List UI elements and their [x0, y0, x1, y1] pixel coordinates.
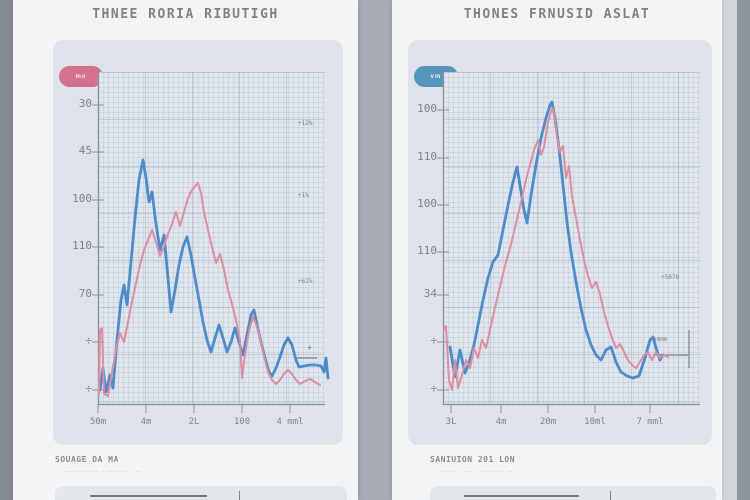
chart-annotation: +1%: [298, 192, 309, 199]
plot-area-right: [437, 72, 700, 413]
slider-panel-left: [55, 486, 347, 500]
x-axis-label: 20m: [539, 417, 557, 427]
y-axis-label: ÷: [85, 382, 92, 395]
x-axis-label: 7 mml: [636, 417, 664, 427]
right-edge-strip-dark: [737, 0, 750, 500]
panel-left-title: THNEE RORIA RIBUTIGH: [92, 7, 279, 22]
blue-line: [98, 158, 330, 394]
chart-annotation: +5078: [661, 274, 680, 281]
y-axis-label: ÷: [85, 334, 92, 347]
chart-card-right: vm 100 110 100 110 34 ÷ ÷ 3L 4m 20m 10ml 7 mml +5078…: [408, 40, 712, 445]
y-axis-label: 100: [417, 102, 437, 115]
chart-svg: [437, 72, 700, 413]
chart-svg: [92, 72, 330, 413]
y-axis-label: 34: [423, 287, 437, 300]
x-axis-label: 4 mml: [276, 417, 304, 427]
chart-annotation: +62%: [298, 278, 313, 285]
footer-fineprint-left: · ········ ··· · ···· ·· ···: [55, 469, 142, 475]
footer-fineprint-right: · ········ ··· · ···· ·· ···: [430, 469, 517, 475]
panel-right-title: THONES FRNUSID ASLAT: [463, 7, 651, 22]
pink-line: [443, 107, 669, 391]
x-axis-label: 3L: [445, 417, 457, 427]
footer-label-left: SOUAGE DA MA: [55, 455, 119, 464]
y-axis-label: 110: [72, 239, 92, 252]
panel-left: THNEE RORIA RIBUTIGH mo 30 45 100 110 70 ÷ ÷ 50…: [13, 0, 358, 500]
slider-tick-right: [610, 491, 612, 500]
axis-lines: [442, 72, 700, 406]
y-axis-label: 110: [417, 150, 437, 163]
y-axis-label: 110: [417, 244, 437, 257]
chart-annotation: hmmm: [653, 336, 668, 343]
y-axis-label: ÷: [430, 382, 437, 395]
x-axis-label: 100: [233, 417, 251, 427]
chart-marker: +: [307, 343, 312, 352]
chart-annotation: +12%: [298, 120, 313, 127]
slider-tick-left: [238, 491, 240, 500]
blue-line: [448, 100, 665, 380]
slider-track-left[interactable]: [90, 495, 207, 497]
right-edge-strip-light: [722, 0, 737, 500]
chart-card-left: mo 30 45 100 110 70 ÷ ÷ 50m 4m 2L 100 4 mml +12% +1% +…: [53, 40, 343, 445]
slider-panel-right: [430, 486, 716, 500]
x-axis-label: 10ml: [584, 417, 606, 427]
x-axis-label: 50m: [89, 417, 107, 427]
y-axis-label: 70: [78, 287, 92, 300]
pink-line: [98, 182, 321, 397]
panel-right: THONES FRNUSID ASLAT vm 100 110 100 110 34 ÷ ÷…: [392, 0, 722, 500]
plot-area-left: [92, 72, 330, 413]
y-axis-label: 100: [72, 192, 92, 205]
slider-track-right[interactable]: [464, 495, 579, 497]
x-axis-label: 4m: [495, 417, 507, 427]
left-edge-strip: [0, 0, 13, 500]
x-axis-label: 4m: [140, 417, 152, 427]
y-axis-label: 100: [417, 197, 437, 210]
footer-label-right: SANIUION 201 LON: [430, 455, 516, 464]
x-axis-label: 2L: [188, 417, 200, 427]
y-axis-label: 30: [78, 97, 92, 110]
y-axis-label: 45: [78, 144, 92, 157]
series-badge-pink[interactable]: mo: [59, 66, 103, 87]
y-axis-label: ÷: [430, 334, 437, 347]
